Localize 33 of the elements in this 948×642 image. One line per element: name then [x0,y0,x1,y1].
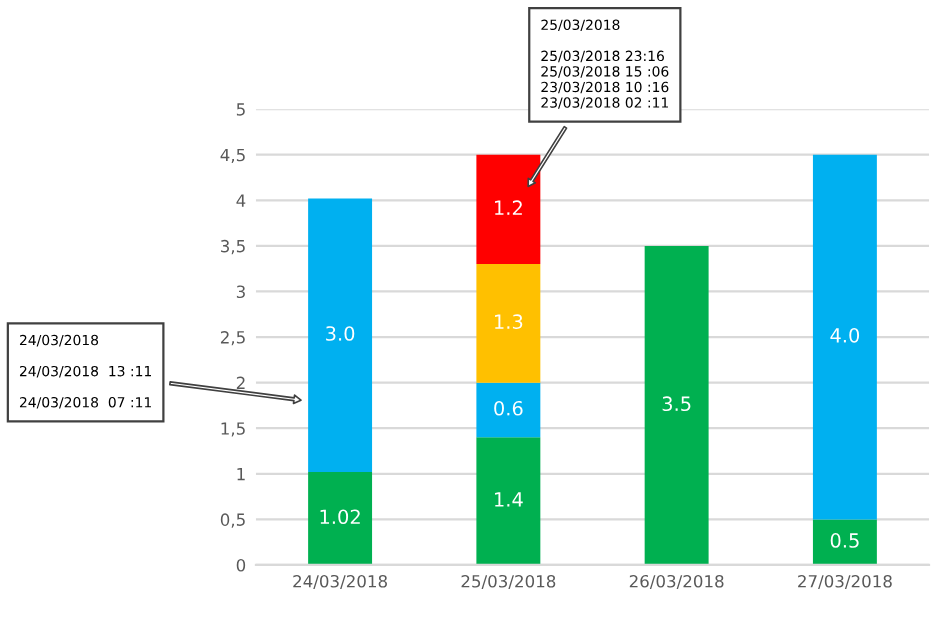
y-tick-label: 1 [237,467,245,481]
data-label: 1.02 [320,509,360,525]
y-tick-label: 1,5 [221,422,245,437]
data-label: 4.0 [830,327,860,343]
x-tick-label: 27/03/2018 [798,574,892,589]
y-tick-label: 5 [236,103,245,116]
data-label: 1.4 [495,492,523,507]
data-label: 1.3 [495,314,523,330]
data-label: 0.6 [494,400,523,416]
bar [812,519,877,565]
y-tick-label: 4 [236,194,246,207]
bar [476,264,541,383]
data-label: 3.5 [662,396,691,412]
bar [476,437,541,565]
bar [812,154,877,520]
y-tick-label: 3,5 [221,239,245,255]
y-tick-label: 0 [236,558,246,572]
bar [476,154,541,265]
data-label: 0.5 [830,533,859,548]
bar [308,198,373,472]
x-tick-label: 25/03/2018 [461,574,556,589]
y-tick-label: 2 [236,376,245,389]
x-tick-label: 24/03/2018 [293,574,387,589]
data-label: 1.2 [495,200,522,215]
x-tick-label: 26/03/2018 [629,574,724,589]
y-tick-label: 2,5 [220,331,245,346]
bar [308,471,373,565]
bar [644,245,709,565]
bar [476,382,541,438]
data-label: 3.0 [326,326,355,341]
y-tick-label: 3 [236,285,245,299]
y-tick-label: 0,5 [220,513,245,528]
y-tick-label: 4,5 [220,148,245,163]
